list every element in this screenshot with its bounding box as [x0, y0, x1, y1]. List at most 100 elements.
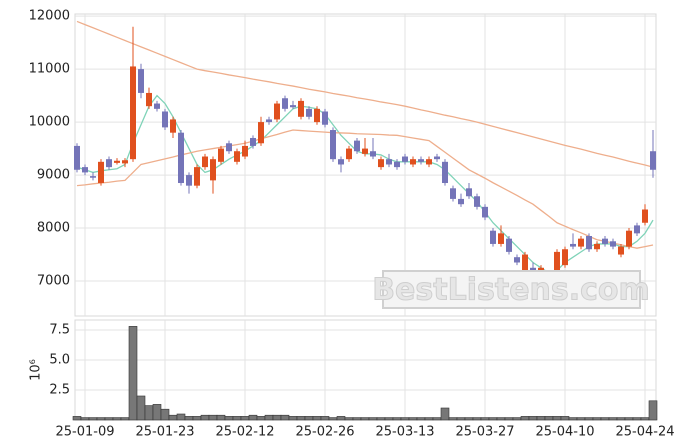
y2-tick-label: 7.5	[49, 322, 70, 337]
candle-body	[122, 160, 128, 164]
y-tick-label: 7000	[37, 274, 70, 289]
volume-bar	[264, 414, 274, 421]
volume-bar	[424, 417, 434, 421]
candle-body	[490, 230, 496, 244]
plot-layer	[72, 13, 658, 421]
watermark: BestListens.com	[372, 273, 650, 308]
candle-body	[498, 233, 504, 244]
candle-body	[602, 238, 608, 244]
candle-body	[314, 108, 320, 123]
candle-body	[162, 111, 168, 128]
volume-bar	[624, 417, 634, 421]
volume-bar	[632, 417, 642, 421]
volume-panel	[74, 319, 657, 421]
volume-bar	[224, 416, 234, 421]
candle-body	[146, 92, 152, 107]
ma-line	[76, 129, 654, 249]
y-tick-label: 9000	[37, 168, 70, 183]
candle-body	[82, 167, 88, 173]
volume-bar	[152, 404, 162, 421]
volume-bar	[256, 416, 266, 421]
x-tick-label: 25-04-10	[535, 425, 594, 440]
volume-bar	[216, 414, 226, 421]
volume-bar	[464, 417, 474, 421]
candle-body	[226, 143, 232, 152]
volume-bar	[200, 414, 210, 421]
candle-body	[626, 230, 632, 247]
y-tick-label: 10000	[29, 115, 70, 130]
candle-body	[642, 209, 648, 223]
volume-bar	[312, 416, 322, 421]
volume-bar	[176, 413, 186, 421]
volume-bar	[600, 417, 610, 421]
candle-body	[130, 66, 136, 160]
volume-bar	[272, 414, 282, 421]
volume-bar	[648, 400, 658, 421]
candle-body	[346, 148, 352, 160]
volume-bar	[608, 417, 618, 421]
volume-bar	[496, 417, 506, 421]
candle-body	[202, 156, 208, 168]
candle-body	[570, 243, 576, 247]
volume-bar	[248, 414, 258, 421]
candle-body	[410, 159, 416, 165]
candle-body	[586, 235, 592, 250]
y2-tick-label: 5.0	[49, 352, 70, 367]
volume-bar	[344, 417, 354, 421]
candle-body	[514, 257, 520, 263]
volume-bar	[96, 417, 106, 421]
volume-bar	[336, 416, 346, 421]
volume-bar	[504, 417, 514, 421]
volume-bar	[488, 417, 498, 421]
candle-body	[610, 241, 616, 247]
volume-bar	[104, 417, 114, 421]
candle-body	[426, 159, 432, 165]
candle-body	[138, 69, 144, 93]
candle-body	[290, 105, 296, 108]
candle-body	[466, 188, 472, 197]
volume-bar	[136, 395, 146, 421]
volume-bar	[352, 417, 362, 421]
volume-bar	[160, 408, 170, 421]
volume-bar	[584, 417, 594, 421]
candle-body	[98, 161, 104, 184]
candle-body	[170, 119, 176, 133]
candle-body	[650, 151, 656, 170]
candle-body	[554, 251, 560, 271]
volume-bar	[320, 416, 330, 421]
candle-body	[634, 225, 640, 234]
candle-body	[482, 206, 488, 218]
candle-body	[474, 196, 480, 207]
candle-body	[322, 111, 328, 125]
volume-bar	[144, 405, 154, 421]
volume-bar	[448, 417, 458, 421]
volume-bar	[328, 417, 338, 421]
candle-body	[618, 246, 624, 255]
volume-bar	[112, 417, 122, 421]
volume-bar	[400, 417, 410, 421]
candle-body	[250, 137, 256, 146]
candle-body	[354, 140, 360, 152]
candle-body	[338, 159, 344, 165]
candle-body	[258, 122, 264, 144]
candle-body	[242, 145, 248, 157]
volume-bar	[432, 417, 442, 421]
volume-bar	[592, 417, 602, 421]
volume-bar	[304, 416, 314, 421]
candle-body	[458, 198, 464, 205]
x-tick-label: 25-01-23	[135, 425, 194, 440]
candle-body	[234, 151, 240, 162]
candle-body	[402, 156, 408, 162]
candle-body	[90, 176, 96, 178]
volume-bar	[536, 416, 546, 421]
candle-body	[362, 148, 368, 154]
x-tick-label: 25-02-12	[215, 425, 274, 440]
volume-bar	[168, 414, 178, 421]
volume-bar	[408, 417, 418, 421]
volume-bar	[416, 417, 426, 421]
candle-body	[562, 249, 568, 266]
y-tick-label: 12000	[29, 9, 70, 24]
volume-bar	[544, 416, 554, 421]
volume-bar	[520, 416, 530, 421]
